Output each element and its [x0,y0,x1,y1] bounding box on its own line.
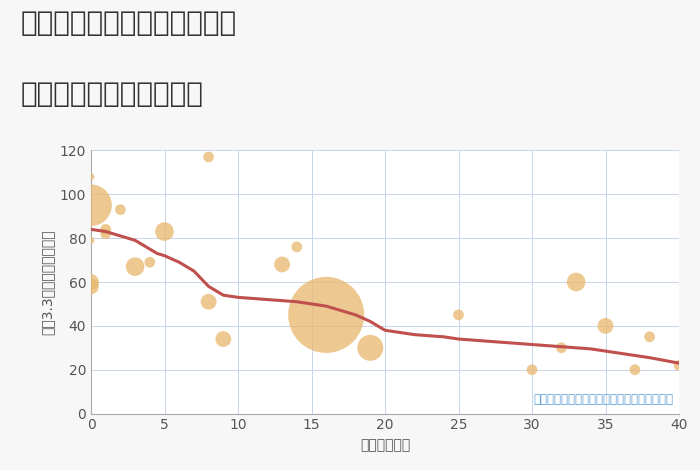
Point [100,230,111,237]
Point [365,344,376,352]
Text: 兵庫県姫路市八代緑ヶ丘町の: 兵庫県姫路市八代緑ヶ丘町の [21,9,237,38]
Point [453,311,464,319]
Point [144,258,155,266]
Point [130,263,141,270]
Point [570,278,582,286]
Point [276,261,288,268]
Point [321,311,332,319]
Point [629,366,641,374]
Point [85,278,97,286]
Text: 築年数別中古戸建て価格: 築年数別中古戸建て価格 [21,80,204,108]
Point [673,361,685,369]
X-axis label: 築年数（年）: 築年数（年） [360,438,410,452]
Point [85,236,97,244]
Point [203,153,214,161]
Point [85,282,97,290]
Point [644,333,655,341]
Point [526,366,538,374]
Text: 円の大きさは、取引のあった物件面積を示す: 円の大きさは、取引のあった物件面積を示す [533,393,673,406]
Point [218,335,229,343]
Point [556,344,567,352]
Point [600,322,611,329]
Point [159,228,170,235]
Point [203,298,214,306]
Point [115,206,126,213]
Point [291,243,302,251]
Y-axis label: 坪（3.3㎡）単価（万円）: 坪（3.3㎡）単価（万円） [40,229,54,335]
Point [85,202,97,209]
Point [85,173,97,180]
Point [100,226,111,233]
